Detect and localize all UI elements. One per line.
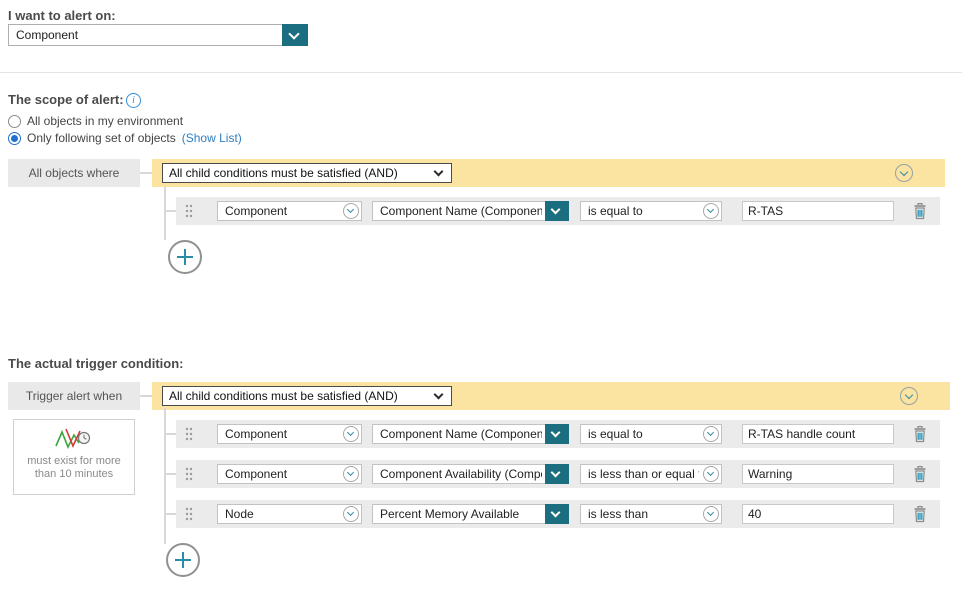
- add-condition-button[interactable]: [168, 240, 202, 274]
- trash-icon[interactable]: [912, 465, 928, 483]
- chevron-down-icon: [703, 203, 719, 219]
- connector-line: [140, 395, 152, 397]
- chevron-down-icon: [343, 203, 359, 219]
- object-type-dropdown[interactable]: Component: [217, 424, 362, 444]
- chevron-down-icon: [703, 426, 719, 442]
- drag-handle-icon[interactable]: [185, 507, 193, 524]
- connector-line: [164, 187, 166, 240]
- chevron-down-icon[interactable]: [545, 201, 569, 221]
- field-dropdown[interactable]: Percent Memory Available: [372, 504, 569, 524]
- field-dropdown[interactable]: Component Name (Component A: [372, 201, 569, 221]
- radio-label: Only following set of objects: [27, 131, 176, 145]
- scope-heading: The scope of alert:: [8, 92, 124, 107]
- collapse-chevron-icon[interactable]: [900, 387, 918, 405]
- condition-row: Node Percent Memory Available is less th…: [176, 500, 940, 528]
- field-dropdown[interactable]: Component Name (Component A: [372, 424, 569, 444]
- connector-line: [164, 473, 176, 475]
- trash-icon[interactable]: [912, 202, 928, 220]
- value-input[interactable]: [742, 201, 894, 221]
- alert-on-select[interactable]: Component: [8, 24, 308, 46]
- chevron-down-icon: [343, 466, 359, 482]
- drag-handle-icon[interactable]: [185, 427, 193, 444]
- radio-icon[interactable]: [8, 114, 21, 128]
- object-type-dropdown[interactable]: Node: [217, 504, 362, 524]
- radio-selected-icon[interactable]: [8, 131, 21, 145]
- operator-dropdown[interactable]: is equal to: [580, 424, 722, 444]
- object-type-dropdown[interactable]: Component: [217, 464, 362, 484]
- condition-row: Component Component Name (Component A is…: [176, 420, 940, 448]
- chevron-down-icon: [703, 466, 719, 482]
- alert-on-value: Component: [16, 28, 79, 42]
- value-input[interactable]: [742, 424, 894, 444]
- show-list-link[interactable]: (Show List): [181, 131, 242, 145]
- operator-dropdown[interactable]: is less than: [580, 504, 722, 524]
- radio-all-objects[interactable]: All objects in my environment: [8, 114, 183, 128]
- condition-row: Component Component Availability (Compon…: [176, 460, 940, 488]
- duration-note: must exist for more than 10 minutes: [27, 455, 121, 480]
- field-dropdown[interactable]: Component Availability (Compon: [372, 464, 569, 484]
- condition-duration-box[interactable]: must exist for more than 10 minutes: [13, 419, 135, 495]
- connector-line: [164, 513, 176, 515]
- alert-on-label: I want to alert on:: [8, 8, 116, 23]
- waveform-clock-icon: [55, 428, 91, 449]
- value-input[interactable]: [742, 464, 894, 484]
- connector-line: [164, 433, 176, 435]
- info-icon[interactable]: i: [126, 93, 141, 108]
- operator-dropdown[interactable]: is less than or equal to: [580, 464, 722, 484]
- operator-dropdown[interactable]: is equal to: [580, 201, 722, 221]
- trigger-heading: The actual trigger condition:: [8, 356, 184, 371]
- trigger-operator-select[interactable]: All child conditions must be satisfied (…: [162, 386, 452, 406]
- chevron-down-icon: [703, 506, 719, 522]
- radio-label: All objects in my environment: [27, 114, 184, 128]
- add-condition-button[interactable]: [166, 543, 200, 577]
- chevron-down-icon: [343, 506, 359, 522]
- scope-group-bar: All child conditions must be satisfied (…: [152, 159, 945, 187]
- connector-line: [164, 210, 176, 212]
- radio-only-following[interactable]: Only following set of objects (Show List…: [8, 131, 242, 145]
- object-type-dropdown[interactable]: Component: [217, 201, 362, 221]
- scope-group-label: All objects where: [8, 159, 140, 187]
- trigger-group-bar: All child conditions must be satisfied (…: [152, 382, 950, 410]
- collapse-chevron-icon[interactable]: [895, 164, 913, 182]
- section-divider: [0, 72, 962, 73]
- scope-operator-select[interactable]: All child conditions must be satisfied (…: [162, 163, 452, 183]
- chevron-down-icon[interactable]: [545, 504, 569, 524]
- condition-row: Component Component Name (Component A is…: [176, 197, 940, 225]
- trash-icon[interactable]: [912, 425, 928, 443]
- drag-handle-icon[interactable]: [185, 467, 193, 484]
- trigger-group-label: Trigger alert when: [8, 382, 140, 410]
- chevron-down-icon[interactable]: [282, 24, 308, 46]
- chevron-down-icon[interactable]: [545, 424, 569, 444]
- chevron-down-icon[interactable]: [545, 464, 569, 484]
- trash-icon[interactable]: [912, 505, 928, 523]
- connector-line: [140, 172, 152, 174]
- connector-line: [164, 408, 166, 544]
- drag-handle-icon[interactable]: [185, 204, 193, 221]
- chevron-down-icon: [343, 426, 359, 442]
- value-input[interactable]: [742, 504, 894, 524]
